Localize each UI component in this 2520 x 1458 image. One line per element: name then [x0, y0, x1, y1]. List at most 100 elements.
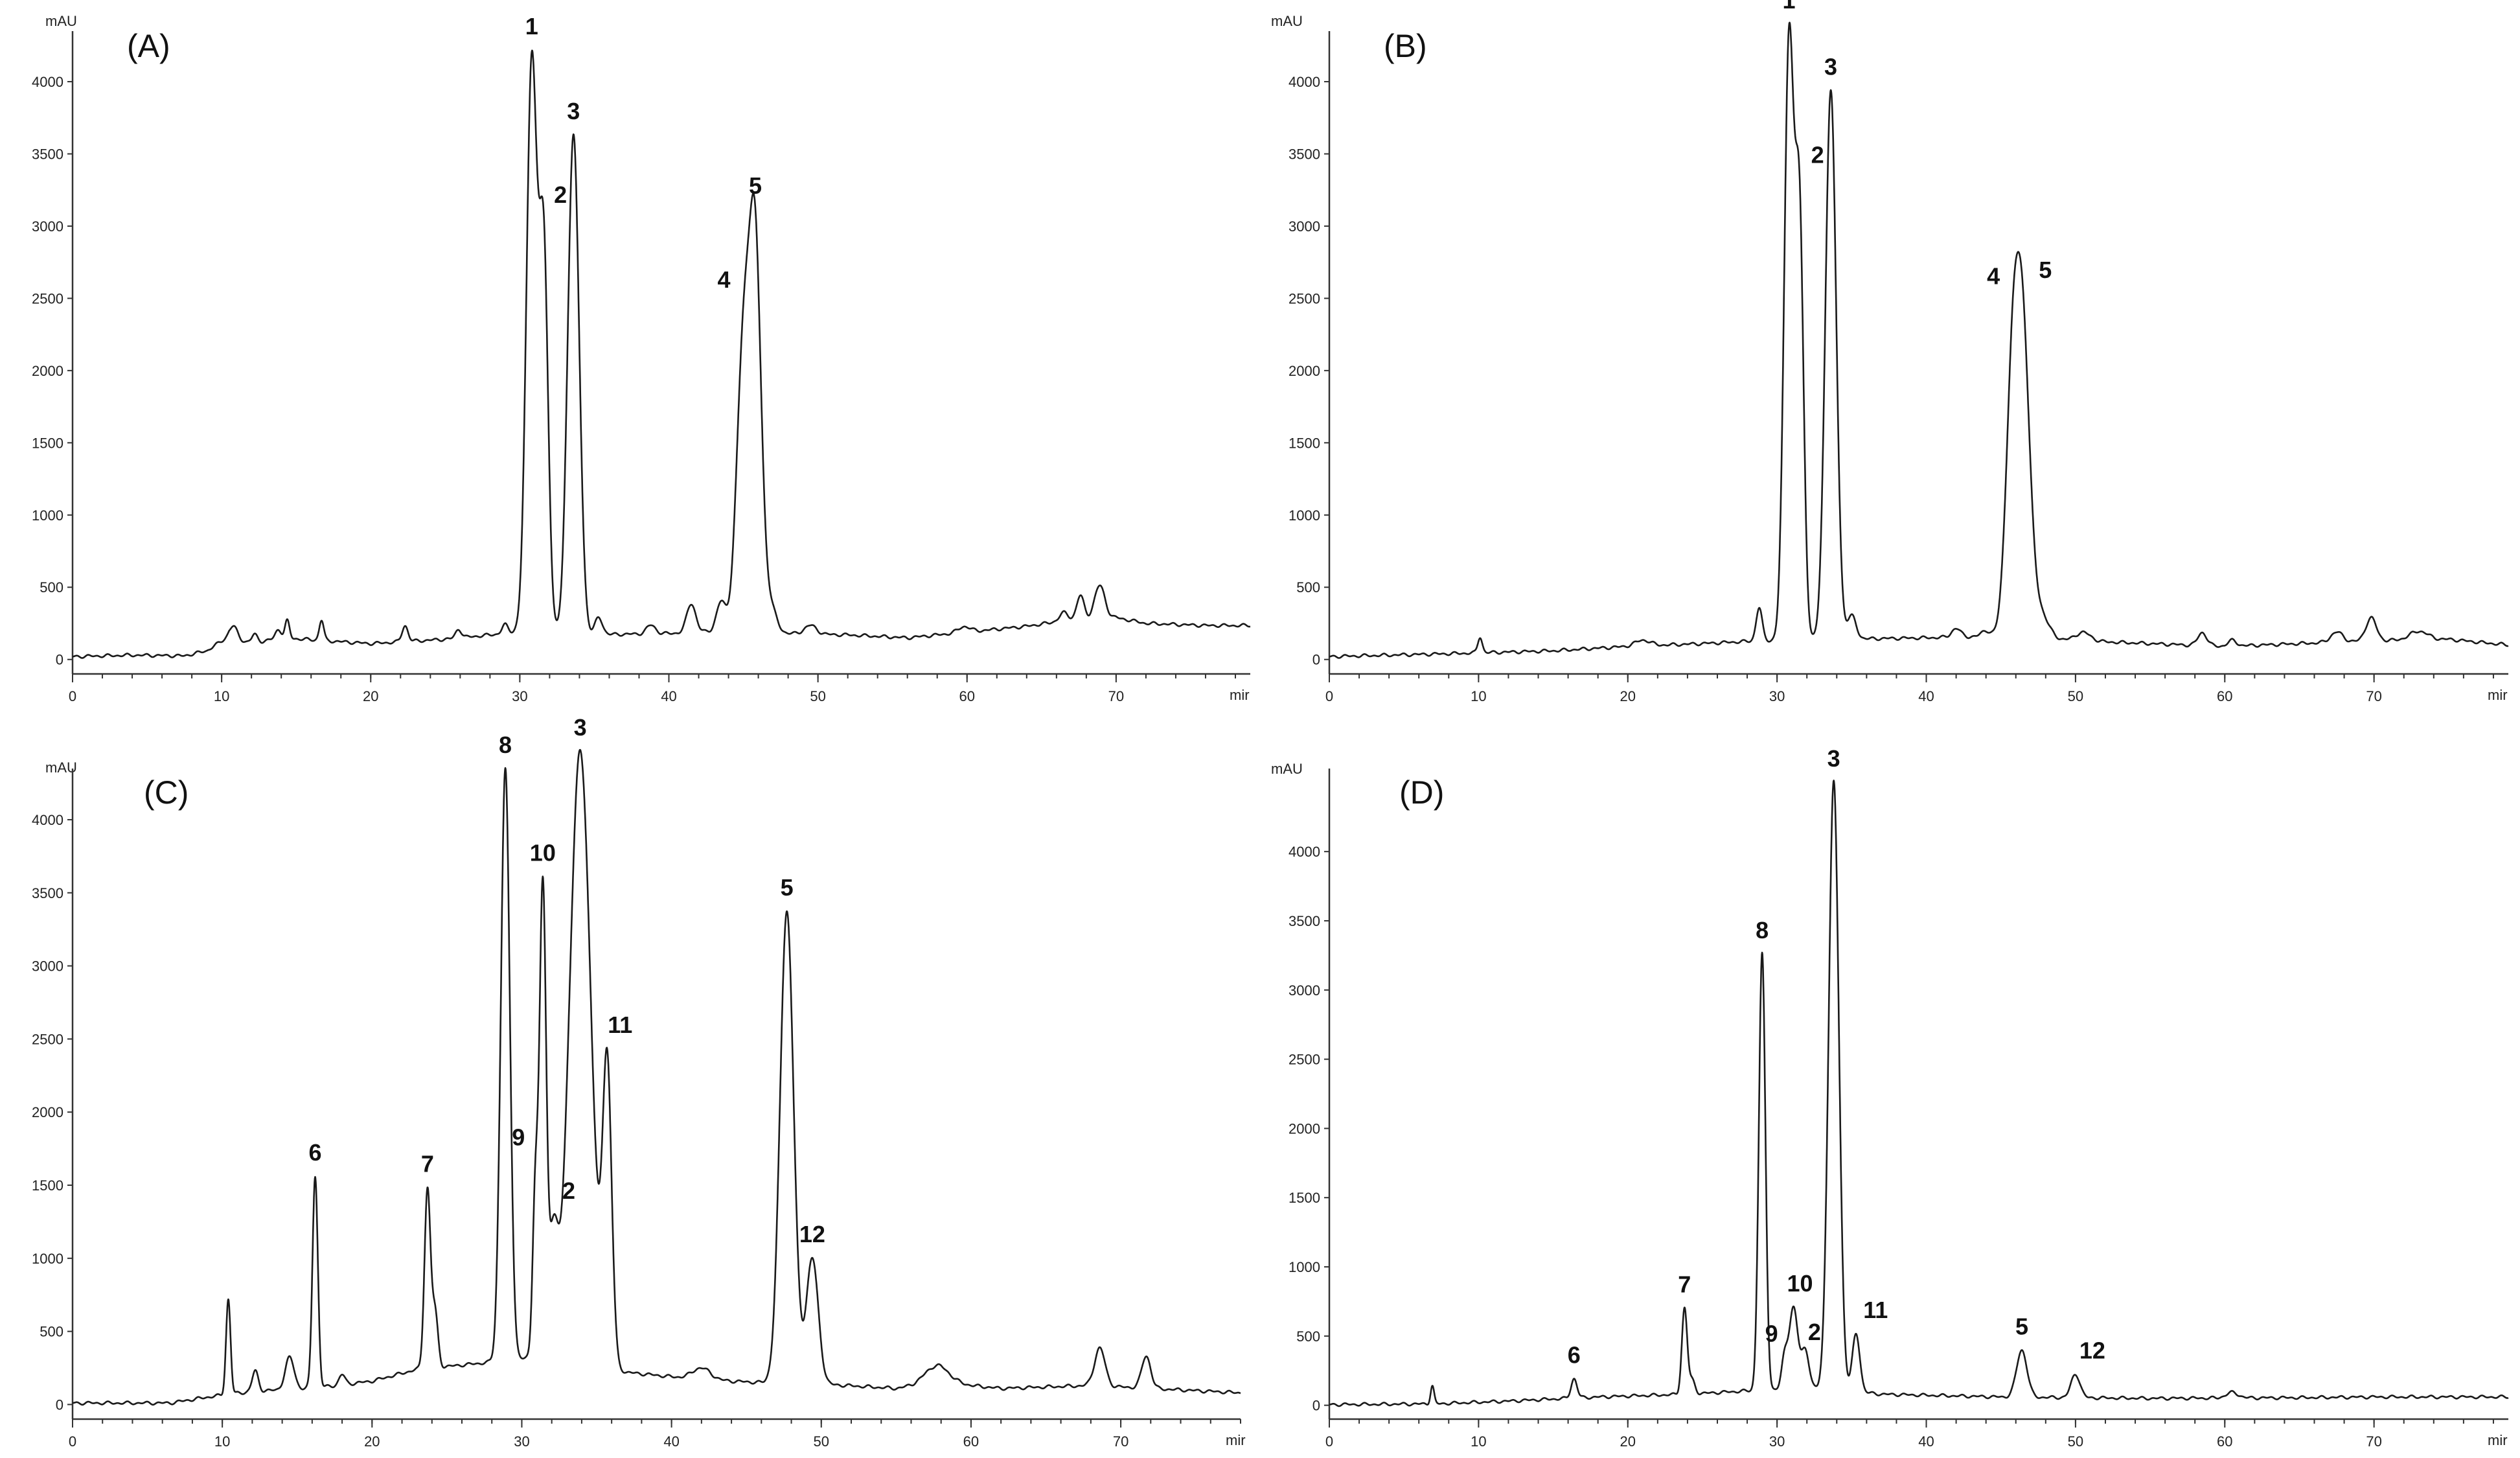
panel-c-x-tick-label: 60: [963, 1433, 979, 1450]
panel-a-peak-label-3: 3: [567, 98, 580, 124]
panel-b-peak-label-5: 5: [2039, 257, 2052, 283]
panel-d-x-tick-label: 70: [2366, 1433, 2381, 1450]
panel-c-y-tick-label: 500: [40, 1324, 63, 1340]
panel-a-y-tick-label: 0: [56, 652, 63, 668]
panel-a-x-tick-label: 50: [810, 688, 825, 704]
panel-b-x-tick-label: 10: [1471, 688, 1486, 704]
panel-d-y-unit: mAU: [1271, 761, 1303, 777]
panel-d-x-tick-label: 40: [1918, 1433, 1934, 1450]
panel-d: mAU mir (D) 0500100015002000250030003500…: [1271, 745, 2509, 1450]
panel-d-peak-label-10: 10: [1787, 1270, 1813, 1297]
panel-a-peak-label-4: 4: [718, 266, 731, 293]
panel-a-y-tick-label: 3000: [32, 218, 63, 235]
panel-c-peak-label-3: 3: [574, 714, 587, 741]
panel-d-y-tick-label: 4000: [1289, 844, 1320, 860]
panel-c-peak-labels: 6 7 8 9 10 2 3 11 5 12: [308, 714, 825, 1247]
panel-b-axes: 0 500 1000 1500 2000 2500 3000 3500 4000 0 10 20 30 4…: [1289, 31, 2508, 704]
panel-d-axes: 0 500 1000 1500 2000 2500 3000 3500 4000 0 10 20 30 4…: [1289, 769, 2508, 1450]
panel-b-y-tick-label: 2000: [1289, 363, 1320, 379]
panel-d-y-tick-label: 500: [1296, 1328, 1320, 1345]
panel-d-y-tick-label: 1000: [1289, 1259, 1320, 1275]
panel-b-x-unit: mir: [2488, 687, 2508, 703]
panel-c-y-tick-label: 4000: [32, 812, 63, 828]
panel-a-y-tick-label: 1000: [32, 507, 63, 524]
panel-a-x-tick-label: 30: [512, 688, 527, 704]
panel-b-x-tick-label: 20: [1620, 688, 1636, 704]
panel-a-x-tick-label: 60: [959, 688, 975, 704]
panel-a-peak-label-5: 5: [749, 172, 762, 199]
panel-b-y-tick-label: 1000: [1289, 507, 1320, 524]
panel-b-y-tick-label: 3000: [1289, 218, 1320, 235]
panel-a-x-tick-label: 70: [1108, 688, 1124, 704]
panel-c-x-tick-label: 70: [1113, 1433, 1128, 1450]
panel-b-y-unit: mAU: [1271, 13, 1303, 29]
panel-c-x-tick-label: 30: [514, 1433, 529, 1450]
panel-a-peak-labels: 1 2 3 4 5: [525, 13, 762, 293]
panel-b-x-tick-label: 40: [1918, 688, 1934, 704]
panel-c-x-tick-label: 40: [663, 1433, 679, 1450]
panel-b-y-tick-label: 500: [1296, 579, 1320, 596]
panel-a-label: (A): [127, 28, 170, 64]
panel-a-y-tick-label: 500: [40, 579, 63, 596]
panel-c-peak-label-12: 12: [799, 1221, 825, 1247]
panel-b-peak-label-4: 4: [1987, 262, 2000, 289]
panel-b-trace: [1329, 21, 2509, 659]
panel-d-peak-label-2: 2: [1808, 1319, 1821, 1345]
panel-b-y-tick-label: 1500: [1289, 435, 1320, 451]
panel-b-peak-label-1: 1: [1783, 0, 1796, 14]
panel-a-peak-label-1: 1: [525, 13, 538, 40]
panel-c-peak-label-6: 6: [308, 1139, 321, 1166]
panel-c-y-tick-label: 3500: [32, 885, 63, 901]
panel-c-x-tick-label: 0: [69, 1433, 76, 1450]
panel-b-label: (B): [1384, 28, 1427, 64]
panel-d-peak-label-5: 5: [2015, 1313, 2028, 1339]
panel-b-peak-label-3: 3: [1824, 54, 1837, 80]
panel-b-y-tick-label: 4000: [1289, 74, 1320, 90]
panel-b-x-tick-label: 30: [1769, 688, 1785, 704]
panel-b-peak-label-2: 2: [1811, 142, 1824, 168]
panel-c-y-tick-label: 1500: [32, 1177, 63, 1194]
panel-d-peak-label-3: 3: [1827, 745, 1840, 772]
panel-d-x-tick-label: 0: [1325, 1433, 1333, 1450]
panel-d-y-tick-label: 0: [1312, 1398, 1320, 1414]
panel-d-peak-label-6: 6: [1568, 1342, 1581, 1369]
panel-c-y-unit: mAU: [45, 759, 77, 776]
panel-a-y-unit: mAU: [45, 13, 77, 29]
panel-a: mAU mir (A) 0500100015002000250030003500…: [32, 13, 1251, 704]
panel-b-x-tick-label: 60: [2217, 688, 2232, 704]
panel-d-peak-label-9: 9: [1765, 1320, 1778, 1347]
panel-a-x-tick-label: 10: [214, 688, 229, 704]
panel-d-y-tick-label: 3500: [1289, 913, 1320, 929]
panel-d-y-tick-label: 1500: [1289, 1190, 1320, 1206]
panel-c-x-tick-label: 10: [214, 1433, 230, 1450]
panel-d-peak-label-12: 12: [2079, 1337, 2105, 1364]
panel-d-x-unit: mir: [2488, 1432, 2508, 1448]
panel-d-peak-label-8: 8: [1756, 917, 1769, 943]
panel-a-peak-label-2: 2: [554, 181, 567, 208]
panel-d-x-tick-label: 10: [1471, 1433, 1486, 1450]
panel-b: mAU mir (B) 0 500 1000 1500 2000 2500 3000 3500…: [1271, 0, 2509, 704]
panel-c: mAU mir (C) 0500100015002000250030003500…: [32, 714, 1246, 1450]
panel-b-y-tick-label: 2500: [1289, 290, 1320, 307]
panel-a-x-unit: mir: [1230, 687, 1250, 703]
panel-c-axes: 0 500 1000 1500 2000 2500 3000 3500 4000 0 10 20 30 4…: [32, 769, 1241, 1450]
panel-b-y-tick-label: 3500: [1289, 146, 1320, 162]
panel-b-x-tick-label: 0: [1325, 688, 1333, 704]
panel-c-peak-label-10: 10: [530, 839, 556, 866]
panel-c-y-tick-label: 0: [56, 1396, 63, 1413]
panel-b-x-tick-label: 70: [2366, 688, 2381, 704]
panel-c-peak-label-5: 5: [781, 874, 794, 901]
panel-a-trace: [72, 49, 1251, 659]
panel-d-y-tick-label: 2000: [1289, 1120, 1320, 1137]
panel-d-x-tick-label: 30: [1769, 1433, 1785, 1450]
panel-d-peak-label-7: 7: [1678, 1271, 1691, 1297]
panel-d-peak-labels: 6 7 8 9 10 2 3 11 5 12: [1568, 745, 2105, 1369]
panel-c-peak-label-2: 2: [562, 1177, 575, 1204]
panel-a-y-tick-label: 2000: [32, 363, 63, 379]
panel-b-peak-labels: 1 2 3 4 5: [1783, 0, 2052, 289]
panel-c-x-tick-label: 20: [364, 1433, 380, 1450]
panel-c-y-tick-label: 2500: [32, 1031, 63, 1047]
panel-d-x-tick-label: 60: [2217, 1433, 2232, 1450]
panel-d-y-tick-label: 2500: [1289, 1052, 1320, 1068]
